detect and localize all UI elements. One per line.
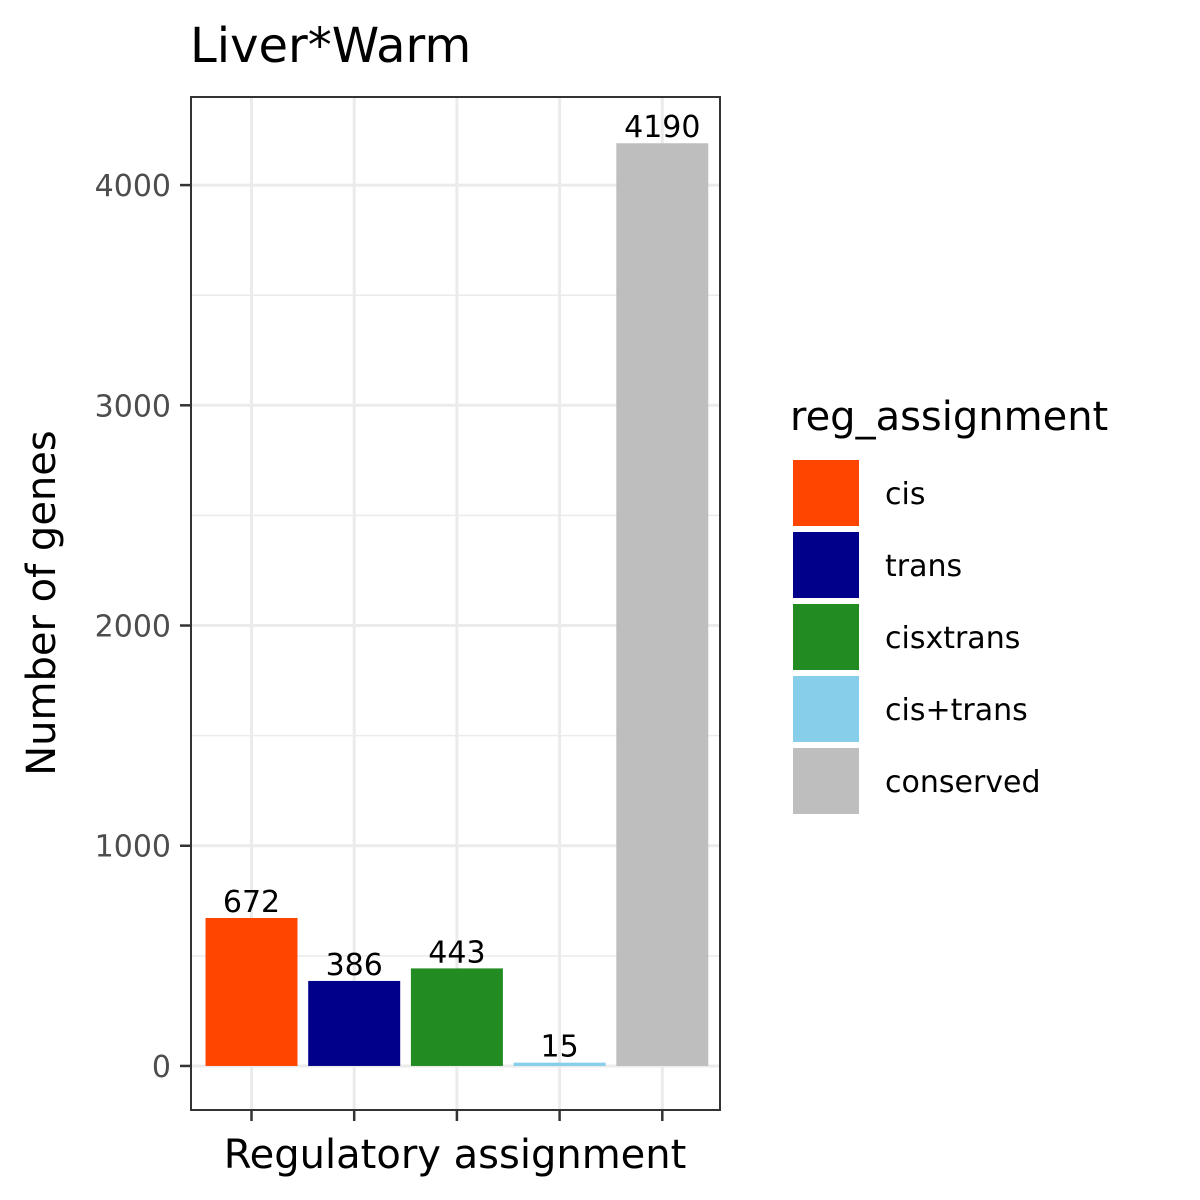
legend: reg_assignment cis trans cisxtrans cis+tran… [790,394,1108,814]
data-label: 15 [541,1030,579,1065]
bar-cis [205,917,298,1066]
y-tick-label: 0 [152,1050,171,1085]
bar-conserved [616,143,709,1066]
y-tick-label: 4000 [95,169,171,204]
y-tick-label: 3000 [95,389,171,424]
bars [205,143,709,1066]
x-axis [250,1110,664,1121]
bar-cisxtrans [410,968,503,1066]
legend-key [793,604,859,670]
y-tick-label: 2000 [95,610,171,645]
legend-label: trans [885,549,962,584]
bar-cis-trans [513,1062,606,1066]
data-label: 386 [326,948,383,983]
y-tick-label: 1000 [95,830,171,865]
legend-key [793,460,859,526]
x-axis-title: Regulatory assignment [224,1132,687,1178]
data-labels: 672 386 443 15 4190 [223,110,701,1064]
data-label: 4190 [624,110,700,145]
y-axis: 0 1000 2000 3000 4000 [95,169,191,1085]
legend-title: reg_assignment [790,394,1108,440]
legend-label: cis [885,477,925,512]
legend-key [793,676,859,742]
legend-key [793,748,859,814]
data-label: 672 [223,885,280,920]
legend-label: conserved [885,765,1041,800]
legend-key [793,532,859,598]
data-label: 443 [428,935,485,970]
legend-label: cisxtrans [885,621,1020,656]
plot-panel-border [190,96,721,1111]
y-axis-title: Number of genes [19,430,65,775]
chart-title: Liver*Warm [190,18,471,74]
bar-trans [308,980,401,1066]
legend-label: cis+trans [885,693,1028,728]
